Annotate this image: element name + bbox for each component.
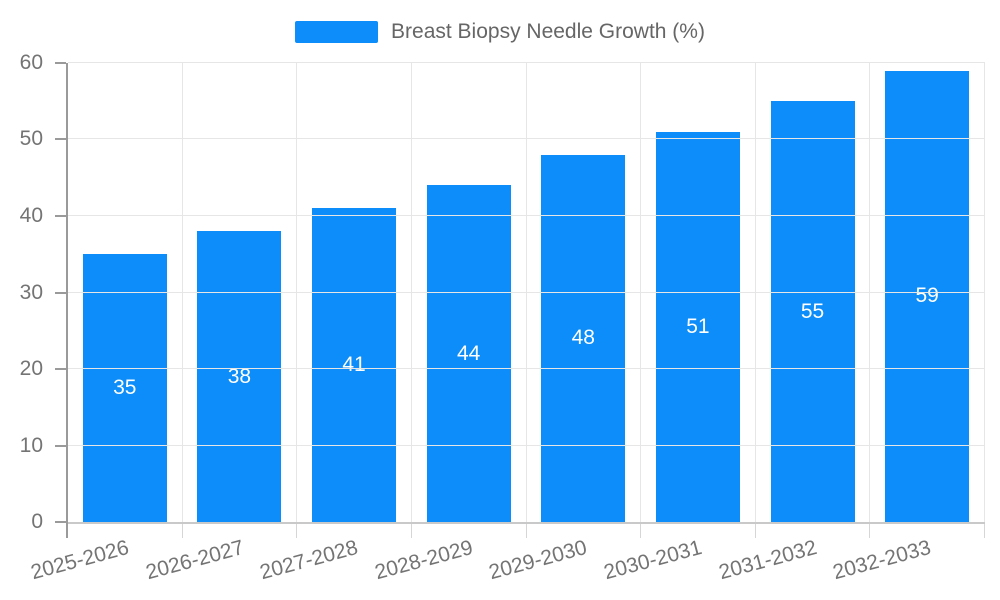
h-gridline (68, 214, 985, 216)
x-tick-mark (869, 522, 871, 538)
x-tick-mark (984, 522, 985, 538)
x-tick-mark (296, 522, 298, 538)
h-gridline (68, 62, 985, 63)
category-cell: 38 (183, 63, 298, 538)
x-tick-label: 2030-2031 (601, 536, 705, 585)
h-gridline (68, 138, 985, 140)
y-tick-mark (55, 444, 66, 447)
category-cell: 55 (756, 63, 871, 538)
x-tick-label: 2028-2029 (372, 536, 476, 585)
legend-swatch (295, 21, 379, 43)
bar-value-label: 38 (227, 364, 252, 388)
x-tick-label: 2026-2027 (142, 536, 246, 585)
bar-value-label: 44 (457, 341, 481, 365)
x-tick-label: 2031-2032 (716, 536, 820, 585)
y-axis-line (66, 63, 68, 538)
bar: 38 (197, 231, 282, 522)
h-gridline (68, 444, 985, 446)
bar: 44 (426, 185, 511, 522)
bar: 55 (770, 101, 855, 522)
y-tick-label: 60 (19, 51, 43, 74)
bar: 35 (82, 254, 167, 522)
category-cell: 35 (68, 63, 183, 538)
bar-value-label: 51 (686, 314, 710, 338)
bar-value-label: 35 (113, 376, 137, 400)
x-tick-mark (410, 522, 412, 538)
x-axis-line (68, 522, 985, 524)
y-tick-label: 20 (19, 356, 43, 380)
x-tick-mark (754, 522, 756, 538)
category-cell: 44 (412, 63, 527, 538)
h-gridline (68, 291, 985, 293)
bar: 41 (312, 208, 397, 522)
y-axis-labels: 0 10 20 30 40 50 60 (0, 51, 66, 533)
bar: 48 (541, 154, 626, 522)
bar: 51 (655, 131, 740, 522)
x-tick-label: 2027-2028 (257, 536, 361, 585)
legend-label: Breast Biopsy Needle Growth (%) (391, 20, 705, 43)
bar-value-label: 41 (342, 353, 366, 377)
bar-value-label: 48 (571, 326, 595, 350)
bar-value-label: 59 (915, 284, 939, 308)
x-tick-label: 2025-2026 (28, 536, 132, 585)
category-cell: 59 (870, 63, 985, 538)
bar-value-label: 55 (800, 299, 825, 323)
y-tick-label: 30 (19, 280, 43, 304)
legend: Breast Biopsy Needle Growth (%) (295, 20, 705, 44)
y-tick-mark (55, 521, 66, 523)
y-tick-label: 40 (19, 203, 43, 227)
y-tick-mark (55, 138, 66, 141)
y-tick-mark (55, 214, 66, 217)
bars-container: 35 38 41 44 48 51 55 59 (68, 63, 985, 538)
h-gridline (68, 367, 985, 369)
y-tick-label: 0 (31, 510, 43, 533)
x-tick-mark (181, 522, 183, 538)
plot-area: 35 38 41 44 48 51 55 59 (66, 62, 985, 538)
category-cell: 48 (527, 63, 642, 538)
y-tick-mark (55, 62, 66, 64)
x-tick-mark (525, 522, 527, 538)
category-cell: 51 (641, 63, 756, 538)
bar: 59 (885, 70, 970, 522)
y-tick-label: 10 (19, 433, 43, 457)
x-tick-label: 2032-2033 (830, 536, 934, 585)
x-tick-label: 2029-2030 (486, 536, 590, 585)
category-cell: 41 (297, 63, 412, 538)
y-tick-label: 50 (19, 127, 43, 151)
x-tick-mark (640, 522, 642, 538)
y-tick-mark (55, 367, 66, 370)
y-tick-mark (55, 291, 66, 294)
